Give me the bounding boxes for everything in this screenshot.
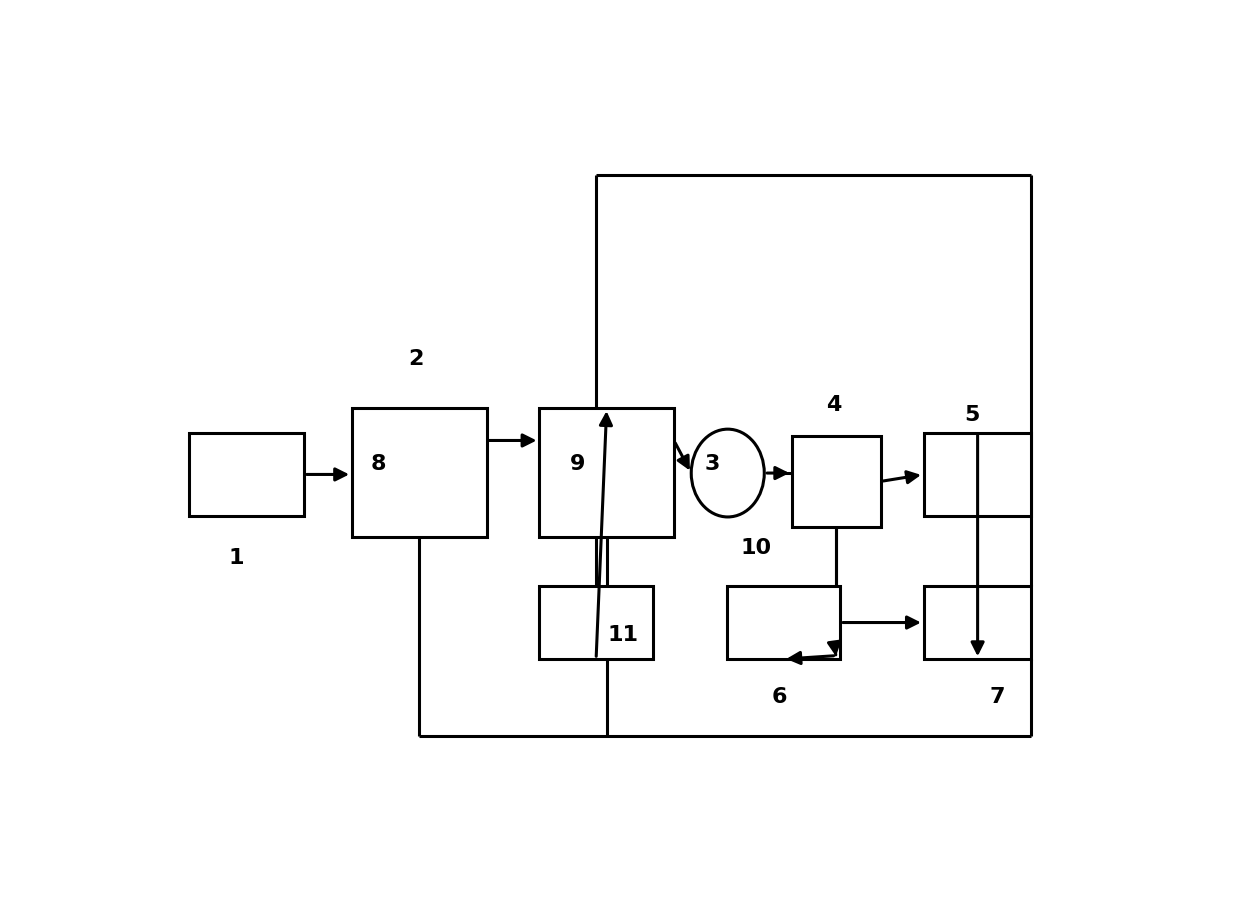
Bar — [727, 586, 841, 659]
Bar — [539, 408, 675, 538]
Text: 5: 5 — [965, 405, 980, 425]
Bar — [924, 433, 1032, 516]
Text: 11: 11 — [608, 624, 639, 644]
Bar — [924, 586, 1032, 659]
Bar — [539, 586, 652, 659]
Text: 6: 6 — [771, 688, 787, 708]
Bar — [792, 436, 880, 527]
Bar — [188, 433, 304, 516]
Text: 1: 1 — [229, 548, 244, 568]
Bar — [352, 408, 486, 538]
Text: 9: 9 — [570, 454, 585, 474]
Text: 3: 3 — [704, 454, 720, 474]
Text: 2: 2 — [409, 349, 424, 369]
Text: 7: 7 — [990, 688, 1004, 708]
Text: 8: 8 — [371, 454, 386, 474]
Text: 4: 4 — [826, 395, 841, 414]
Ellipse shape — [691, 429, 764, 517]
Text: 10: 10 — [740, 538, 771, 557]
